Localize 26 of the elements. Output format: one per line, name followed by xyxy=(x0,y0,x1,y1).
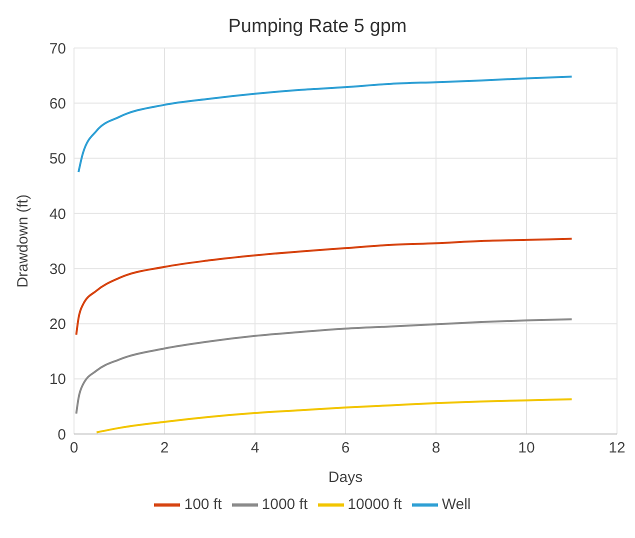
x-tick-label: 6 xyxy=(341,440,350,457)
y-tick-label: 60 xyxy=(49,95,66,112)
y-tick-label: 70 xyxy=(49,40,66,58)
x-tick-label: 4 xyxy=(250,440,260,457)
x-axis-title: Days xyxy=(328,469,363,486)
x-tick-label: 0 xyxy=(70,440,78,457)
y-axis-title: Drawdown (ft) xyxy=(14,194,32,288)
x-tick-label: 8 xyxy=(432,440,440,457)
legend-label: Well xyxy=(442,496,471,513)
x-tick-label: 12 xyxy=(608,440,626,457)
line-series xyxy=(75,238,573,336)
legend-label: 100 ft xyxy=(184,496,222,513)
chart-title: Pumping Rate 5 gpm xyxy=(227,15,408,38)
x-tick-label: 10 xyxy=(518,440,535,457)
y-tick-label: 0 xyxy=(58,426,66,444)
line-series xyxy=(78,76,573,174)
line-series xyxy=(96,398,573,434)
x-tick-label: 2 xyxy=(160,440,169,457)
y-tick-label: 10 xyxy=(49,371,66,388)
y-tick-label: 50 xyxy=(49,150,66,168)
y-tick-label: 20 xyxy=(49,316,66,334)
legend-label: 10000 ft xyxy=(348,496,402,513)
line-series xyxy=(75,318,573,415)
y-tick-label: 30 xyxy=(49,260,66,278)
legend-label: 1000 ft xyxy=(262,496,308,513)
y-tick-label: 40 xyxy=(49,206,66,223)
